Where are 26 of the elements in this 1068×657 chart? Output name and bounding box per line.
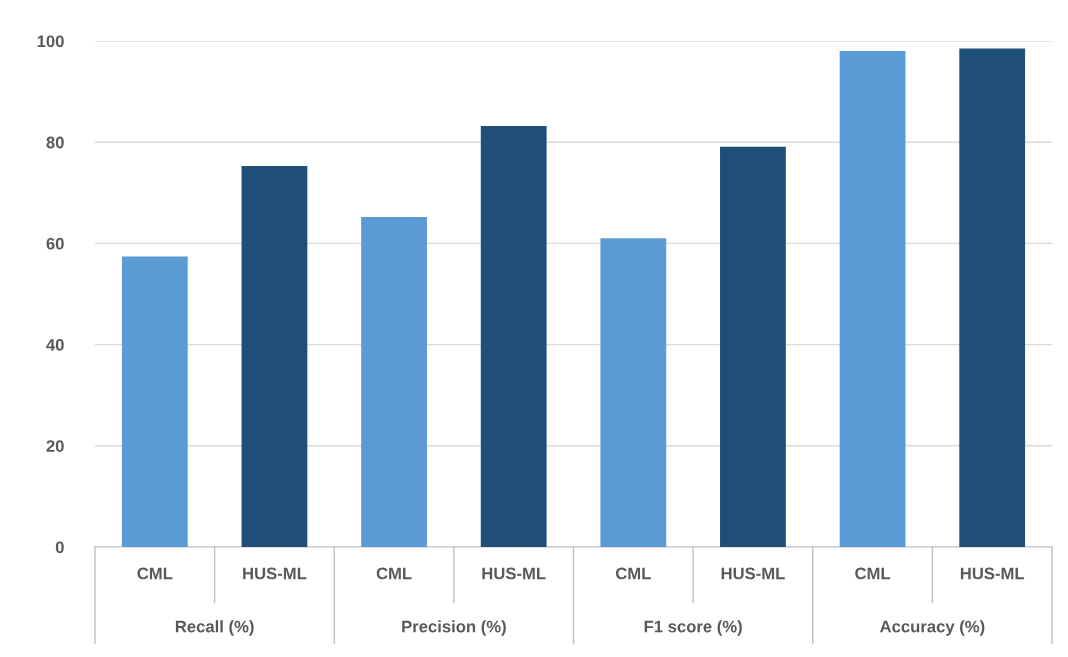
bar: [361, 217, 427, 547]
text: CML: [615, 567, 651, 580]
y-tick-label: 0: [55, 541, 64, 554]
bar: [241, 165, 308, 547]
y-tick-label: 100: [37, 35, 64, 48]
y-tick-label: 40: [46, 339, 64, 351]
x-tick-label: F1 score (%): [644, 620, 742, 636]
bar: [959, 48, 1026, 547]
bar: [600, 238, 667, 547]
x-tick-label: Recall (%): [175, 620, 254, 636]
text: HUS-ML: [482, 567, 546, 580]
y-tick-label: 80: [46, 136, 64, 149]
text: CML: [855, 567, 891, 580]
text: HUS-ML: [960, 567, 1025, 580]
bar: [720, 146, 786, 547]
y-tick-label: 20: [46, 440, 64, 452]
series-label: HUS-ML: [243, 567, 307, 580]
y-tick-label: 60: [46, 237, 64, 250]
x-tick-label: Accuracy (%): [879, 620, 985, 636]
x-tick-label: Precision (%): [402, 620, 506, 636]
bar: [839, 51, 906, 547]
bar: [480, 126, 547, 547]
text: CML: [376, 567, 412, 580]
series-label: CML: [137, 567, 173, 580]
text: HUS-ML: [721, 567, 785, 580]
bar: [121, 256, 188, 547]
